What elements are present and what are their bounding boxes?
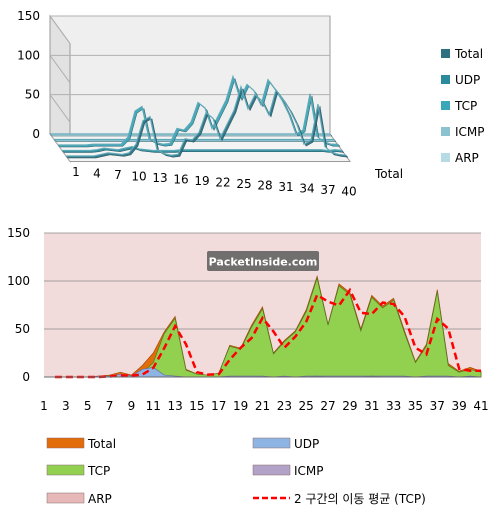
x-tick-label: 7 [106, 399, 114, 413]
x-tick-label: 39 [452, 399, 467, 413]
x-tick-label: 17 [211, 399, 226, 413]
x-tick-label: 37 [430, 399, 445, 413]
x-tick-label: 25 [236, 177, 251, 191]
x-tick-label: 7 [114, 168, 122, 182]
legend-label: 2 구간의 이동 평균 (TCP) [294, 492, 426, 506]
watermark-background [207, 251, 319, 271]
legend-swatch [46, 437, 85, 449]
y-tick-label: 50 [25, 88, 40, 102]
x-tick-label: 35 [408, 399, 423, 413]
x-tick-label: 10 [131, 170, 146, 184]
x-tick-label: 19 [233, 399, 248, 413]
chart-3d-x-axis: 1 4 7 10 13 16 19 22 25 28 31 34 37 40 [72, 165, 356, 199]
legend-swatch [252, 464, 291, 476]
legend-swatch [252, 437, 291, 449]
watermark-text: PacketInside.com [209, 256, 318, 269]
chart-3d-series [49, 74, 349, 159]
legend-label: ICMP [455, 125, 485, 139]
legend-label: Total [454, 47, 483, 61]
y-tick-label: 0 [32, 127, 40, 141]
x-tick-label: 13 [167, 399, 182, 413]
legend-label: ARP [88, 492, 112, 506]
legend-swatch [441, 101, 450, 110]
x-tick-label: 3 [62, 399, 70, 413]
series-line [58, 74, 338, 146]
x-tick-label: 4 [93, 167, 101, 181]
x-tick-label: 23 [277, 399, 292, 413]
gridline-side [49, 15, 71, 44]
x-tick-label: 34 [299, 182, 314, 196]
x-tick-label: 29 [342, 399, 357, 413]
x-tick-label: 31 [364, 399, 379, 413]
moving-average-line [54, 287, 481, 379]
y-tick-label: 100 [17, 48, 40, 62]
legend-label: TCP [87, 464, 110, 478]
x-tick-label: 41 [473, 399, 488, 413]
y-tick-label: 150 [17, 9, 40, 23]
legend-label: ARP [455, 151, 479, 165]
y-tick-label: 50 [15, 322, 30, 336]
legend-label: UDP [294, 437, 319, 451]
x-tick-label: 40 [341, 185, 356, 199]
chart-area-y-axis: 0 50 100 150 [7, 226, 30, 384]
legend-swatch [46, 492, 85, 504]
chart-area-x-axis: 1 3 5 7 9 11 13 15 17 19 21 23 25 27 29 31 33 35 37 39 41 [40, 399, 488, 413]
chart-3d-line: 0 50 100 150 1 4 7 10 13 16 19 22 25 28 31 34 37 40 Tota… [17, 9, 485, 199]
legend-swatch [46, 464, 85, 476]
x-tick-label: 9 [128, 399, 136, 413]
x-tick-label: 25 [299, 399, 314, 413]
legend-label: TCP [454, 99, 477, 113]
x-tick-label: 11 [146, 399, 161, 413]
x-tick-label: 33 [386, 399, 401, 413]
legend-label: Total [87, 437, 116, 451]
x-tick-label: 16 [173, 173, 188, 187]
chart-3d-y-axis: 0 50 100 150 [17, 9, 40, 141]
gridline-side [49, 94, 71, 123]
gridline-side [49, 55, 71, 84]
series-line [66, 84, 347, 157]
legend-label: UDP [455, 73, 480, 87]
chart-3d-legend: Total UDP TCP ICMP ARP [441, 47, 485, 165]
x-tick-label: 1 [40, 399, 48, 413]
legend-swatch [441, 127, 450, 136]
x-tick-label: 27 [320, 399, 335, 413]
x-tick-label: 37 [320, 183, 335, 197]
x-tick-label: 1 [72, 165, 80, 179]
legend-swatch [441, 75, 450, 84]
chart-area-legend: Total UDP TCP ICMP ARP 2 구간의 이동 평균 (TCP) [46, 437, 426, 506]
x-tick-label: 28 [257, 179, 272, 193]
x-tick-label: 15 [189, 399, 204, 413]
y-tick-label: 150 [7, 226, 30, 240]
y-tick-label: 100 [7, 274, 30, 288]
x-tick-label: 31 [278, 180, 293, 194]
x-tick-label: 21 [255, 399, 270, 413]
x-tick-label: 5 [84, 399, 92, 413]
x-tick-label: 19 [194, 174, 209, 188]
x-tick-label: 22 [215, 176, 230, 190]
series-line [62, 145, 343, 152]
legend-swatch [441, 153, 450, 162]
chart-area-plot [44, 232, 482, 379]
back-wall [49, 15, 331, 135]
y-tick-label: 0 [22, 370, 30, 384]
watermark: PacketInside.com [207, 251, 319, 271]
chart-3d-depth-label: Total [374, 167, 403, 181]
x-tick-label: 13 [152, 171, 167, 185]
legend-label: ICMP [294, 464, 324, 478]
legend-swatch [441, 49, 450, 58]
